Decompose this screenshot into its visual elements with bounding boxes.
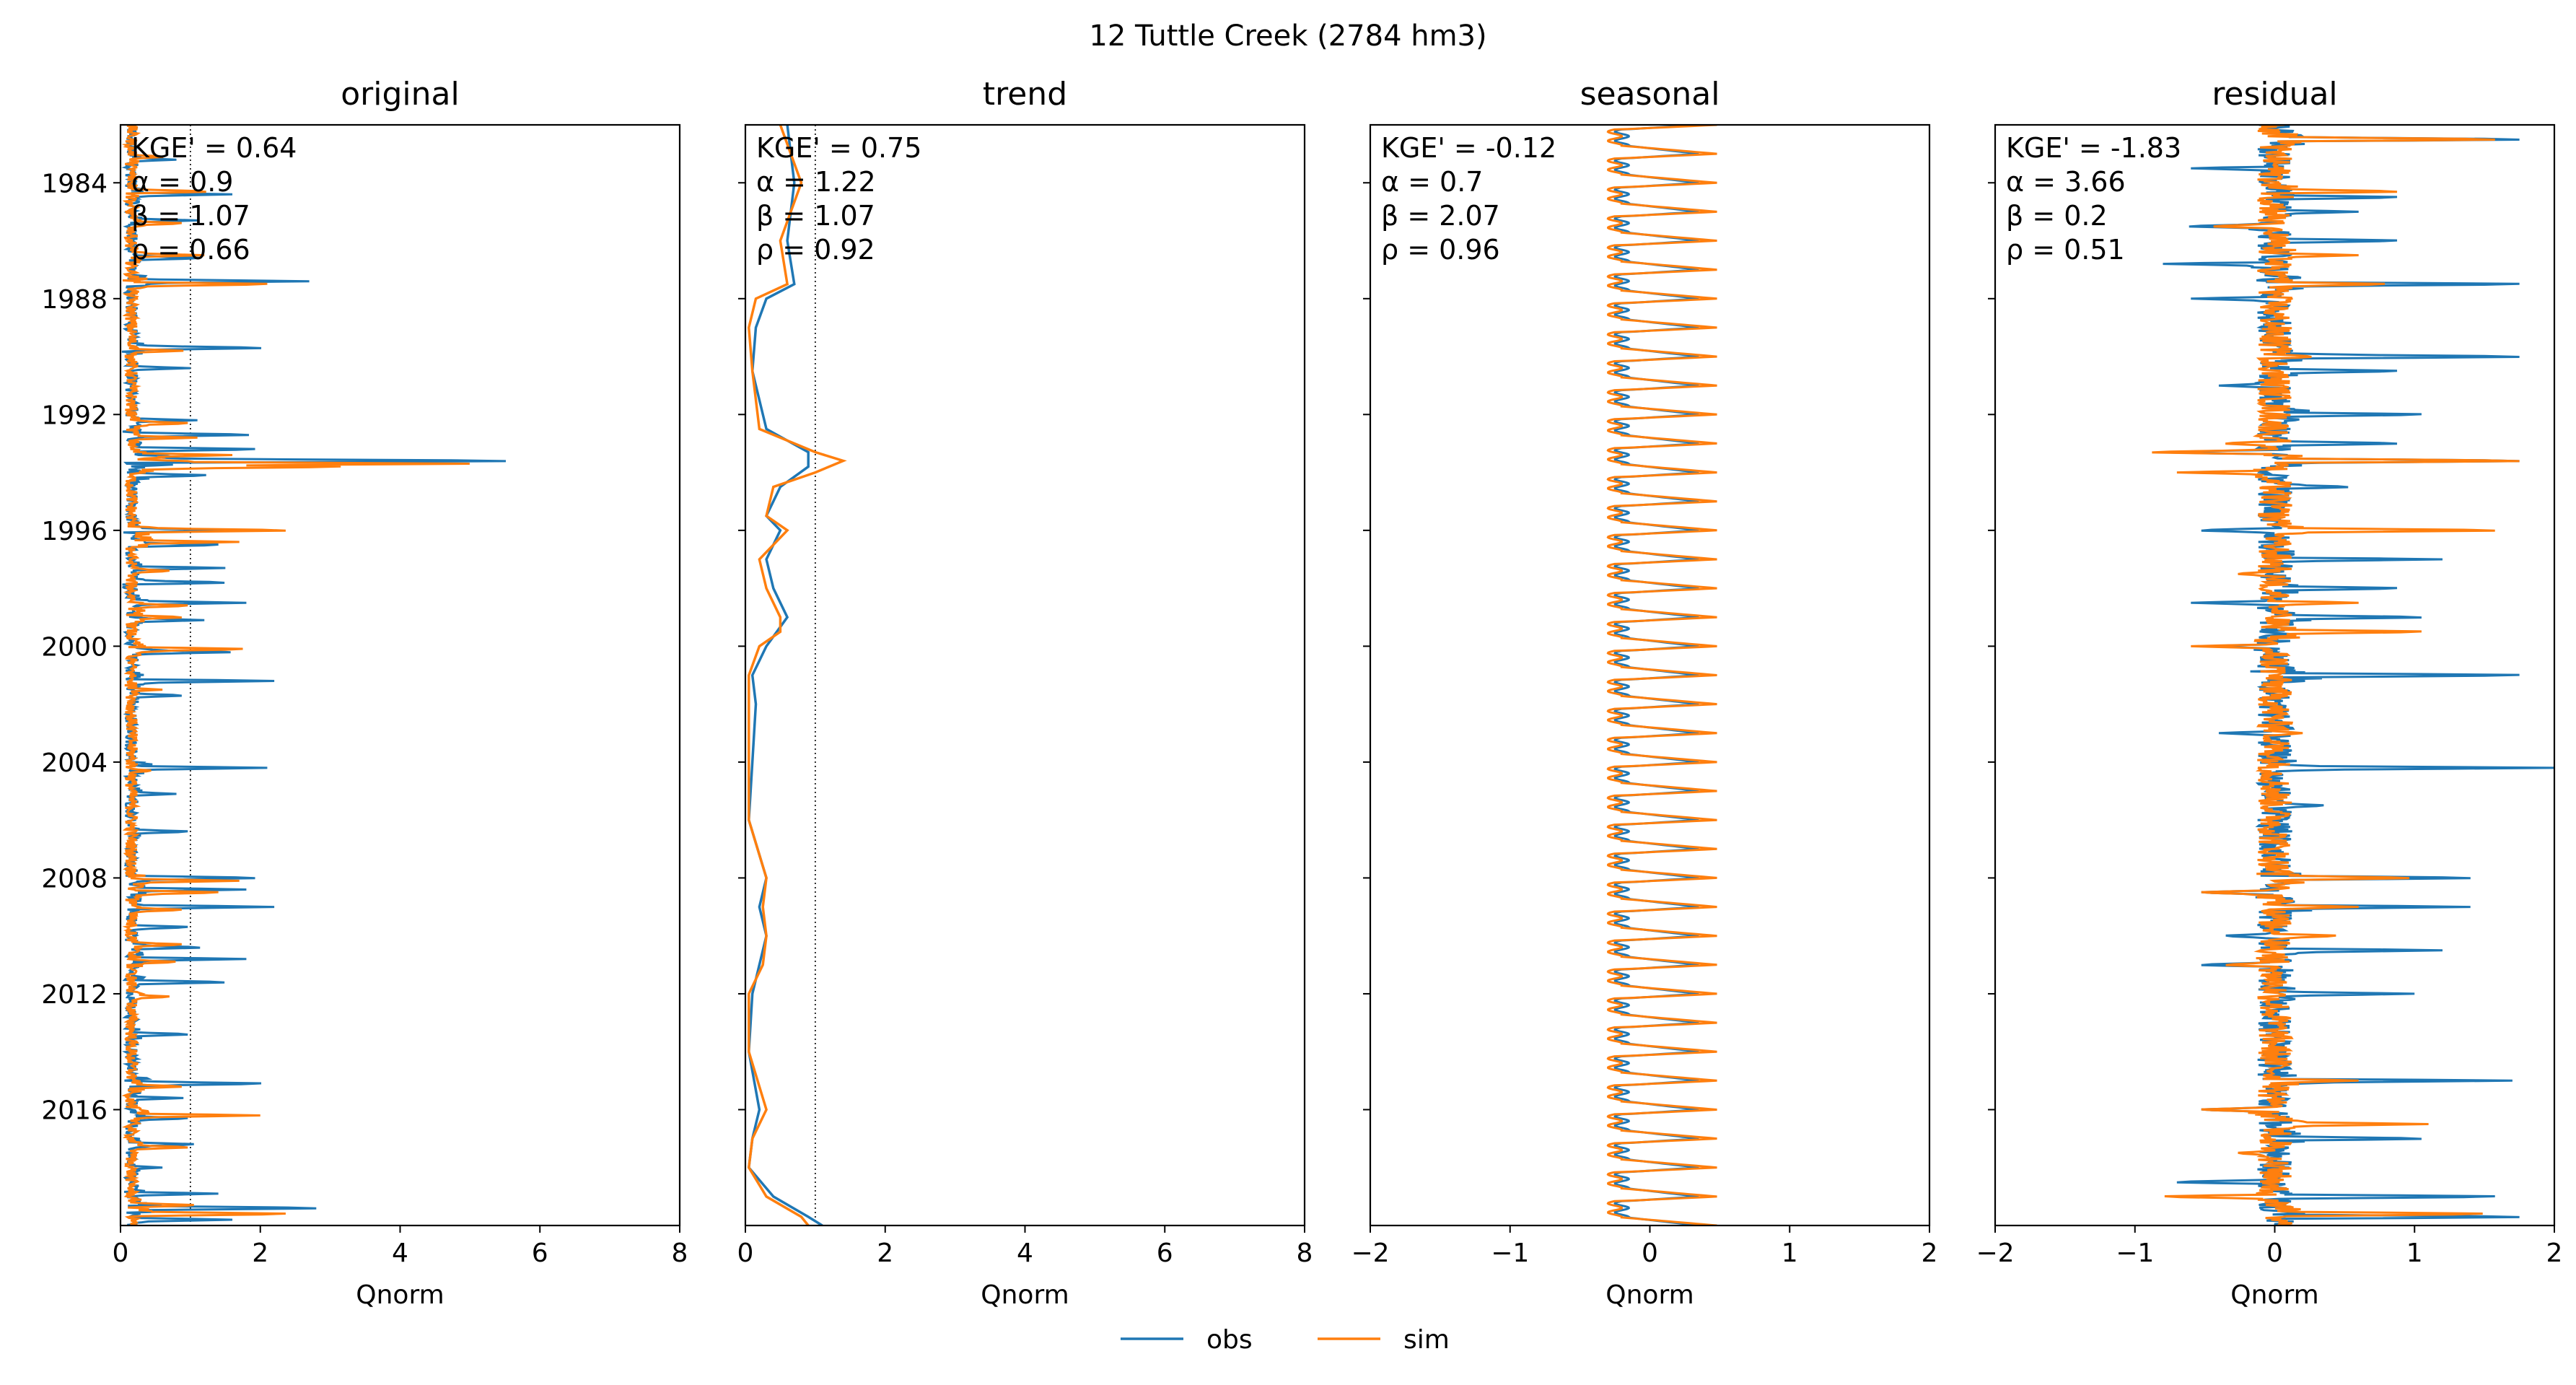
plot-area	[121, 125, 507, 1225]
panel-title: seasonal	[1580, 76, 1720, 113]
x-tick-label: 2	[877, 1238, 893, 1268]
metric-annotation: KGE' = 0.64	[131, 132, 297, 164]
x-tick-label: 4	[392, 1238, 408, 1268]
plot-area	[1606, 125, 1717, 1225]
x-tick-label: −1	[2116, 1238, 2154, 1268]
x-tick-label: 2	[252, 1238, 268, 1268]
x-tick-label: 0	[737, 1238, 754, 1268]
x-axis-label: Qnorm	[356, 1280, 444, 1310]
x-tick-label: −1	[1491, 1238, 1529, 1268]
y-tick-label: 1988	[41, 285, 108, 315]
axes-frame	[744, 123, 1306, 1227]
y-tick-label: 2000	[41, 632, 108, 662]
metric-annotation: KGE' = -1.83	[2006, 132, 2181, 164]
metric-annotation: β = 1.07	[756, 200, 875, 232]
panel-residual: residual −2 −1 0 1 2 Qnorm KGE' = -1.83α = 3.66…	[1976, 76, 2562, 1310]
x-axis-label: Qnorm	[1605, 1280, 1694, 1310]
x-tick-label: 8	[672, 1238, 688, 1268]
metric-annotation: KGE' = -0.12	[1381, 132, 1556, 164]
x-tick-label: 0	[1642, 1238, 1658, 1268]
figure-title: 12 Tuttle Creek (2784 hm3)	[1089, 19, 1486, 53]
panel-trend: trend 0 2 4 6 8 Qnorm KGE' = 0.75α = 1.22β = 1.…	[737, 76, 1313, 1310]
x-axis-label: Qnorm	[2230, 1280, 2318, 1310]
metric-annotation: α = 0.9	[131, 166, 233, 198]
metric-annotation: α = 1.22	[756, 166, 876, 198]
x-tick-label: −2	[1976, 1238, 2014, 1268]
metric-annotation: ρ = 0.96	[1381, 234, 1500, 266]
panel-title: residual	[2212, 76, 2337, 113]
x-tick-label: 6	[532, 1238, 548, 1268]
y-tick-label: 1992	[41, 401, 108, 430]
metric-annotation: β = 2.07	[1381, 200, 1500, 232]
metric-annotation: ρ = 0.51	[2006, 234, 2125, 266]
legend-sim-label: sim	[1403, 1325, 1450, 1355]
panel-original: original 0 2 4 6 8 1984 1988 1992 1996 2000 2004 200…	[41, 76, 688, 1310]
x-tick-label: 0	[2266, 1238, 2283, 1268]
series-line-obs	[747, 125, 823, 1225]
legend: obs sim	[1121, 1325, 1450, 1355]
metric-annotation: KGE' = 0.75	[756, 132, 921, 164]
y-tick-label: 1984	[41, 169, 108, 198]
x-tick-label: 0	[113, 1238, 129, 1268]
y-tick-label: 2008	[41, 864, 108, 894]
legend-obs-label: obs	[1206, 1325, 1253, 1355]
series-line-sim	[2152, 125, 2520, 1225]
series-line-sim	[747, 125, 847, 1225]
series-line-sim	[121, 125, 470, 1225]
metric-annotation: α = 3.66	[2006, 166, 2126, 198]
series-line-sim	[1606, 125, 1717, 1225]
axes-frame	[1369, 123, 1931, 1227]
x-tick-label: 2	[1922, 1238, 1938, 1268]
panel-seasonal: seasonal −2 −1 0 1 2 Qnorm KGE' = -0.12α = 0.7β…	[1351, 76, 1937, 1310]
x-tick-label: 8	[1297, 1238, 1313, 1268]
x-axis-label: Qnorm	[981, 1280, 1069, 1310]
axes-frame	[119, 123, 681, 1227]
x-tick-label: 4	[1017, 1238, 1033, 1268]
metric-annotation: β = 0.2	[2006, 200, 2108, 232]
y-tick-label: 2012	[41, 980, 108, 1010]
panel-title: trend	[983, 76, 1067, 113]
metric-annotation: β = 1.07	[131, 200, 250, 232]
y-tick-label: 2004	[41, 748, 108, 778]
series-line-obs	[121, 125, 507, 1225]
x-tick-label: 2	[2546, 1238, 2563, 1268]
x-tick-label: 1	[2406, 1238, 2423, 1268]
series-line-obs	[1613, 125, 1699, 1225]
panel-title: original	[341, 76, 459, 113]
plot-area	[745, 125, 847, 1225]
y-tick-label: 1996	[41, 517, 108, 546]
metric-annotation: ρ = 0.92	[756, 234, 875, 266]
metric-annotation: α = 0.7	[1381, 166, 1483, 198]
series-line-obs	[2163, 125, 2554, 1225]
plot-area	[2152, 125, 2554, 1225]
x-tick-label: 6	[1157, 1238, 1173, 1268]
x-tick-label: −2	[1351, 1238, 1389, 1268]
metric-annotation: ρ = 0.66	[131, 234, 250, 266]
y-tick-label: 2016	[41, 1096, 108, 1125]
x-tick-label: 1	[1782, 1238, 1798, 1268]
